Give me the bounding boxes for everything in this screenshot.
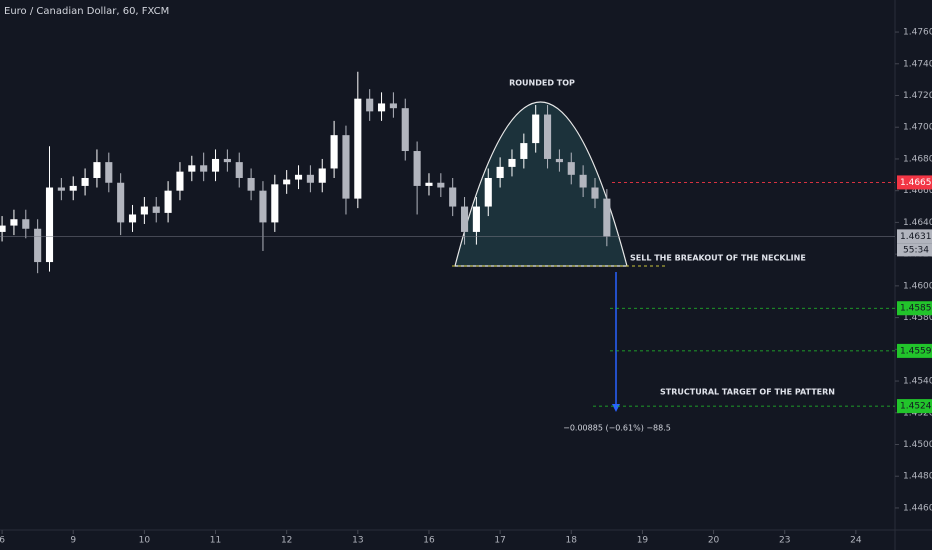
candle-body xyxy=(247,177,255,191)
y-tick-label: 1.46800 xyxy=(903,154,932,164)
candle-body xyxy=(354,98,362,199)
x-tick-label: 23 xyxy=(779,536,790,546)
candle-body xyxy=(318,168,326,183)
candle-body xyxy=(437,182,445,188)
annotation: ROUNDED TOP xyxy=(509,79,575,88)
price-level-box xyxy=(897,175,932,190)
x-tick-label: 12 xyxy=(281,536,292,546)
x-tick-label: 6 xyxy=(0,536,5,546)
candle-body xyxy=(377,103,386,112)
y-tick-label: 1.44600 xyxy=(903,503,932,513)
chart-title: Euro / Canadian Dollar, 60, FXCM xyxy=(4,6,169,17)
candle-body xyxy=(45,187,54,263)
y-tick-label: 1.45000 xyxy=(903,440,932,450)
y-tick-label: 1.44800 xyxy=(903,472,932,482)
price-level-label: 1.46652 xyxy=(900,178,932,188)
candle-body xyxy=(460,206,469,232)
price-level-box xyxy=(897,399,932,414)
candle-body xyxy=(10,219,18,226)
candle-body xyxy=(330,135,338,169)
candle-body xyxy=(57,187,65,191)
price-level-label: 1.45859 xyxy=(900,304,932,314)
candle-body xyxy=(508,158,516,167)
price-level-label: 1.45590 xyxy=(900,346,932,356)
annotation: STRUCTURAL TARGET OF THE PATTERN xyxy=(660,388,835,397)
candle-body xyxy=(603,198,611,237)
candle-body xyxy=(200,165,208,172)
y-tick-label: 1.47600 xyxy=(903,28,932,38)
price-level-box xyxy=(897,343,932,358)
candle-body xyxy=(389,103,397,109)
candle-body xyxy=(235,162,243,178)
candle-body xyxy=(472,206,480,232)
countdown: 55:34 xyxy=(903,245,929,255)
candle-body xyxy=(34,228,42,263)
candle-body xyxy=(543,114,552,159)
candle-body xyxy=(413,151,421,186)
x-tick-label: 9 xyxy=(70,536,76,546)
y-tick-label: 1.46600 xyxy=(903,186,932,196)
candle-body xyxy=(532,114,540,144)
candle-body xyxy=(117,182,125,223)
candle-body xyxy=(22,219,30,229)
x-tick-label: 19 xyxy=(637,536,649,546)
candle-body xyxy=(128,214,137,223)
candle-body xyxy=(140,206,148,215)
candle-body xyxy=(223,158,231,163)
candle-body xyxy=(259,190,267,223)
y-tick-label: 1.46400 xyxy=(903,218,932,228)
candle-body xyxy=(401,108,409,152)
candle-body xyxy=(366,98,374,112)
y-tick-label: 1.47000 xyxy=(903,123,932,133)
x-tick-label: 13 xyxy=(352,536,363,546)
candle-body xyxy=(579,174,587,188)
candle-body xyxy=(484,177,492,207)
candle-body xyxy=(188,165,196,172)
candle-body xyxy=(81,177,89,186)
candle-body xyxy=(105,162,113,183)
candle-body xyxy=(176,171,184,191)
y-tick-label: 1.45800 xyxy=(903,313,932,323)
price-level-box xyxy=(897,229,932,244)
candle-body xyxy=(306,174,314,183)
candle-body xyxy=(271,184,279,223)
candle-body xyxy=(283,179,291,185)
price-level-label: 1.45242 xyxy=(900,402,932,412)
measure-label: −0.00885 (−0.61%) −88.5 xyxy=(563,424,671,433)
candle-body xyxy=(0,225,6,232)
countdown-box xyxy=(897,243,932,257)
y-tick-label: 1.47400 xyxy=(903,59,932,69)
price-level-box xyxy=(897,301,932,316)
candle-body xyxy=(496,166,504,178)
candle-body xyxy=(164,190,172,213)
candle-body xyxy=(425,182,433,186)
candle-body xyxy=(342,135,350,199)
candle-body xyxy=(567,162,575,175)
candle-body xyxy=(591,187,599,199)
price-level-label: 1.46312 xyxy=(900,232,932,242)
candle-body xyxy=(555,158,563,163)
y-tick-label: 1.46000 xyxy=(903,281,932,291)
x-tick-label: 16 xyxy=(423,536,435,546)
x-tick-label: 10 xyxy=(139,536,151,546)
candle-body xyxy=(294,174,303,180)
candle-body xyxy=(152,206,160,213)
annotation: SELL THE BREAKOUT OF THE NECKLINE xyxy=(630,254,806,263)
x-tick-label: 24 xyxy=(850,536,862,546)
x-tick-label: 18 xyxy=(566,536,578,546)
candle-body xyxy=(449,187,457,207)
y-tick-label: 1.45400 xyxy=(903,377,932,387)
candle-body xyxy=(211,158,220,172)
x-tick-label: 11 xyxy=(210,536,221,546)
candle-body xyxy=(93,162,101,178)
y-tick-label: 1.47200 xyxy=(903,91,932,101)
x-tick-label: 20 xyxy=(708,536,720,546)
x-tick-label: 17 xyxy=(494,536,505,546)
candle-body xyxy=(520,143,528,159)
plot-area xyxy=(0,71,611,274)
y-tick-label: 1.45200 xyxy=(903,408,932,418)
candle-body xyxy=(69,185,77,191)
